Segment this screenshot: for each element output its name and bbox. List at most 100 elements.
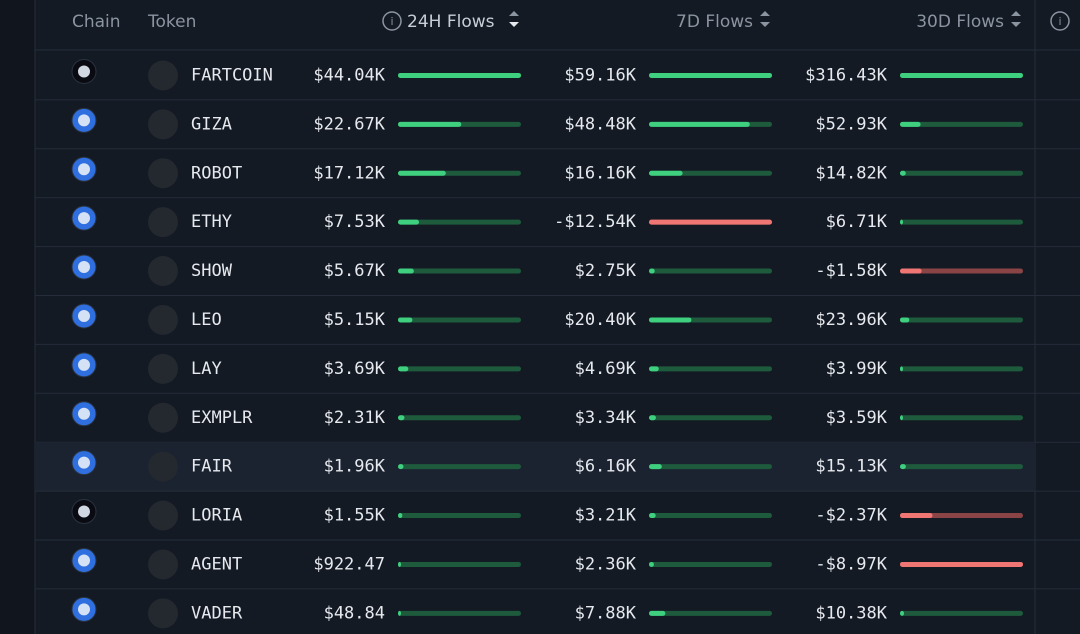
flow-bar bbox=[398, 268, 414, 274]
token-icon bbox=[148, 304, 178, 335]
sort-icon[interactable] bbox=[1011, 11, 1021, 27]
flow-bar bbox=[649, 72, 772, 78]
table-row[interactable]: LEO $5.15K $20.40K $23.96K bbox=[35, 303, 1080, 345]
column-header[interactable]: Token bbox=[147, 12, 196, 32]
flow-bar bbox=[398, 464, 404, 470]
flow-bar-track bbox=[649, 513, 772, 519]
table-row[interactable]: ROBOT $17.12K $16.16K $14.82K bbox=[35, 156, 1080, 199]
chain-icon-inner bbox=[78, 505, 90, 518]
table-row[interactable]: FAIR $1.96K $6.16K $15.13K bbox=[35, 442, 1080, 492]
flow-value: $5.15K bbox=[324, 310, 386, 330]
flow-bar-track bbox=[900, 464, 1023, 470]
info-icon[interactable] bbox=[1050, 11, 1070, 31]
flow-bar bbox=[398, 513, 403, 519]
chain-icon-inner bbox=[78, 603, 90, 616]
table-row[interactable]: LAY $3.69K $4.69K $3.99K bbox=[35, 352, 1080, 394]
flow-bar bbox=[398, 72, 521, 78]
token-icon bbox=[148, 549, 178, 580]
sort-up[interactable] bbox=[509, 11, 519, 16]
flow-bar bbox=[649, 415, 656, 421]
flow-value: $3.59K bbox=[826, 408, 888, 428]
flow-bar bbox=[900, 561, 1023, 567]
column-header[interactable]: 24H Flows bbox=[407, 12, 495, 32]
flow-value: $3.34K bbox=[575, 408, 637, 428]
sort-icon[interactable] bbox=[760, 11, 770, 27]
flow-bar-track bbox=[398, 415, 521, 421]
column-header[interactable]: 30D Flows bbox=[916, 12, 1004, 32]
flow-bar-track bbox=[649, 610, 772, 616]
flow-bar-track bbox=[900, 121, 1023, 127]
chain-icon-inner bbox=[78, 261, 90, 274]
flow-value: $922.47 bbox=[313, 554, 385, 574]
row-highlight bbox=[35, 442, 1035, 492]
flow-value: $44.04K bbox=[313, 65, 385, 85]
flow-bar bbox=[398, 317, 413, 323]
token-name: GIZA bbox=[191, 114, 232, 134]
flow-bar bbox=[398, 366, 409, 372]
flow-bar-track bbox=[398, 219, 521, 225]
flow-bar bbox=[398, 219, 420, 225]
flow-bar-track bbox=[649, 464, 772, 470]
table-row[interactable]: SHOW $5.67K $2.75K -$1.58K bbox=[35, 254, 1080, 296]
token-icon bbox=[148, 500, 178, 531]
column-header[interactable]: Chain bbox=[72, 12, 121, 32]
token-name: SHOW bbox=[191, 261, 233, 281]
chain-icon-inner bbox=[78, 309, 90, 322]
flow-value: $6.71K bbox=[826, 212, 888, 232]
table-row[interactable]: VADER $48.84 $7.88K $10.38K bbox=[35, 596, 1080, 634]
flow-value: $52.93K bbox=[815, 114, 887, 134]
flow-bar bbox=[649, 366, 659, 372]
table-header: Chain Token i 24H Flows 7D Flows 30D Flo… bbox=[72, 11, 1070, 32]
token-icon bbox=[148, 60, 178, 91]
table-row[interactable]: AGENT $922.47 $2.36K -$8.97K bbox=[35, 547, 1080, 590]
token-icon bbox=[148, 207, 178, 238]
flow-value: $10.38K bbox=[815, 603, 887, 623]
flow-bar bbox=[649, 268, 655, 274]
flow-bar bbox=[649, 121, 750, 127]
flow-value: -$12.54K bbox=[554, 212, 637, 232]
flow-bar-track bbox=[398, 268, 521, 274]
flow-value: $15.13K bbox=[815, 457, 887, 477]
token-name: LAY bbox=[191, 359, 222, 379]
flow-bar bbox=[649, 561, 654, 567]
table-body: FARTCOIN $44.04K $59.16K $316.43K GIZA $22.67… bbox=[35, 58, 1080, 634]
flow-value: $2.36K bbox=[575, 554, 637, 574]
table-row[interactable]: ETHY $7.53K -$12.54K $6.71K bbox=[35, 205, 1080, 248]
flow-value: $5.67K bbox=[324, 261, 386, 281]
token-name: ROBOT bbox=[191, 163, 242, 183]
flow-bar bbox=[649, 610, 666, 616]
flow-value: $48.48K bbox=[564, 114, 636, 134]
table-row[interactable]: GIZA $22.67K $48.48K $52.93K bbox=[35, 107, 1080, 150]
flow-value: $316.43K bbox=[805, 65, 888, 85]
flow-bar bbox=[649, 219, 772, 225]
flow-bar bbox=[398, 121, 462, 127]
token-icon bbox=[148, 451, 178, 482]
flow-value: $7.88K bbox=[575, 603, 637, 623]
table-row[interactable]: FARTCOIN $44.04K $59.16K $316.43K bbox=[35, 58, 1080, 101]
flow-bar bbox=[900, 610, 905, 616]
flow-value: $3.21K bbox=[575, 506, 637, 526]
flow-bar bbox=[649, 513, 656, 519]
flow-bar-track bbox=[900, 268, 1023, 274]
flow-bar-track bbox=[398, 513, 521, 519]
sort-down[interactable] bbox=[509, 22, 519, 27]
flow-bar-track bbox=[900, 219, 1023, 225]
table-row[interactable]: LORIA $1.55K $3.21K -$2.37K bbox=[35, 499, 1080, 541]
flow-bar-track bbox=[398, 464, 521, 470]
chain-icon-inner bbox=[78, 456, 90, 469]
flow-value: -$1.58K bbox=[815, 261, 887, 281]
flow-value: -$8.97K bbox=[815, 554, 887, 574]
flow-bar bbox=[398, 415, 405, 421]
flow-bar-track bbox=[398, 561, 521, 567]
flow-bar bbox=[900, 366, 903, 372]
flow-bar-track bbox=[649, 366, 772, 372]
flow-value: $4.69K bbox=[575, 359, 637, 379]
chain-icon-inner bbox=[78, 407, 90, 420]
flow-bar bbox=[900, 121, 921, 127]
flow-bar bbox=[900, 464, 906, 470]
token-name: ETHY bbox=[191, 212, 232, 232]
flow-value: $48.84 bbox=[324, 603, 385, 623]
info-icon[interactable] bbox=[382, 11, 402, 31]
column-header[interactable]: 7D Flows bbox=[676, 12, 753, 32]
